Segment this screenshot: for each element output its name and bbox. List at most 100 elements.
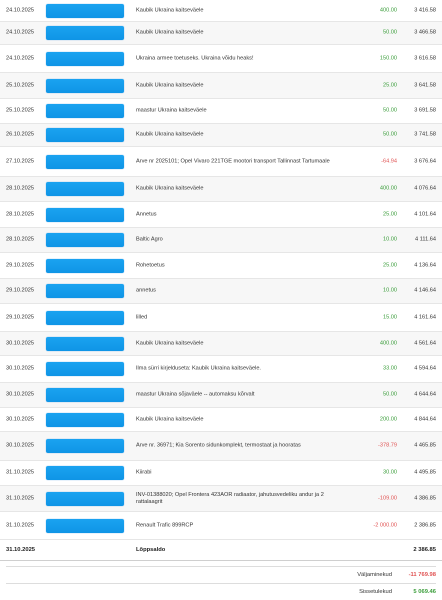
transaction-balance: 3 641.58: [414, 82, 436, 88]
transaction-balance: 4 465.85: [414, 442, 436, 449]
transaction-date: 30.10.2025: [6, 340, 34, 346]
transaction-description: Ukraina armee toetuseks. Ukraina võidu h…: [136, 55, 254, 61]
transaction-balance: 4 644.64: [414, 391, 436, 398]
closing-balance: 2 386.85: [413, 547, 436, 553]
transaction-description: Arve nr 2025101; Opel Vivaro 221TGE moot…: [136, 158, 330, 164]
transaction-description: Kaubik Ukraina kaitseväele: [136, 7, 204, 13]
transaction-row: 31.10.2025 Renault Trafic 899RCP -2 000.00…: [0, 512, 442, 540]
transaction-description: Kaubik Ukraina kaitseväele: [136, 29, 204, 36]
transaction-row: 30.10.2025 Kaubik Ukraina kaitseväele 400.…: [0, 332, 442, 356]
transaction-date: 30.10.2025: [6, 416, 34, 422]
transaction-date: 29.10.2025: [6, 287, 34, 294]
redacted-party-mask: [46, 518, 124, 533]
transaction-balance: 4 844.64: [414, 416, 436, 422]
redacted-party-mask: [46, 26, 124, 40]
transaction-balance: 4 111.64: [415, 236, 436, 243]
transaction-date: 28.10.2025: [6, 211, 34, 217]
totals-divider: [6, 566, 436, 567]
transaction-description: annetus: [136, 287, 156, 294]
transaction-balance: 4 495.85: [414, 469, 436, 476]
transaction-row: 28.10.2025 Annetus 25.00 4 101.64: [0, 202, 442, 228]
transaction-date: 24.10.2025: [6, 7, 34, 13]
transaction-amount: 200.00: [379, 416, 397, 422]
transaction-row: 24.10.2025 Ukraina armee toetuseks. Ukrai…: [0, 45, 442, 73]
transaction-amount: -64.94: [381, 158, 397, 164]
transaction-balance: 3 416.58: [414, 7, 436, 13]
transaction-description: Kaubik Ukraina kaitseväele: [136, 131, 204, 138]
transaction-amount: -378.79: [378, 442, 397, 449]
transaction-balance: 3 676.64: [414, 158, 436, 164]
transaction-row: 30.10.2025 Arve nr. 36971; Kia Sorento si…: [0, 432, 442, 461]
transaction-amount: 25.00: [383, 262, 397, 268]
redacted-party-mask: [46, 104, 124, 118]
transaction-balance: 3 741.58: [414, 131, 436, 138]
redacted-party-mask: [46, 284, 124, 298]
transaction-date: 27.10.2025: [6, 158, 34, 164]
transaction-row: 30.10.2025 Kaubik Ukraina kaitseväele 200.…: [0, 408, 442, 432]
outgoing-value: -11 769.98: [408, 572, 436, 578]
transaction-row: 28.10.2025 Kaubik Ukraina kaitseväele 400.…: [0, 177, 442, 202]
transaction-amount: 15.00: [383, 314, 397, 320]
transaction-balance: 3 691.58: [414, 107, 436, 114]
transaction-amount: 50.00: [383, 391, 397, 398]
transaction-row: 31.10.2025 INV-01388020; Opel Frontera 42…: [0, 486, 442, 512]
transaction-amount: 150.00: [379, 55, 397, 61]
transaction-date: 25.10.2025: [6, 82, 34, 88]
transaction-row: 28.10.2025 Baltic Agro 10.00 4 111.64: [0, 228, 442, 253]
transaction-balance: 3 616.58: [414, 55, 436, 61]
redacted-party-mask: [46, 207, 124, 222]
transaction-balance: 4 386.85: [414, 495, 436, 501]
transaction-balance: 4 146.64: [414, 287, 436, 294]
transaction-description: Kaubik Ukraina kaitseväele: [136, 82, 204, 88]
transaction-date: 31.10.2025: [6, 495, 34, 501]
transaction-row: 30.10.2025 maastur Ukraina sõjaväele -- a…: [0, 383, 442, 408]
transaction-row: 29.10.2025 Rohetoetus 25.00 4 136.64: [0, 253, 442, 279]
transaction-amount: 400.00: [379, 340, 397, 346]
transaction-balance: 4 561.64: [414, 340, 436, 346]
redacted-party-mask: [46, 310, 124, 325]
redacted-party-mask: [46, 491, 124, 506]
redacted-party-mask: [46, 182, 124, 196]
redacted-party-mask: [46, 51, 124, 66]
closing-date: 31.10.2025: [6, 547, 36, 553]
transaction-description: Annetus: [136, 211, 157, 217]
transaction-description: maastur Ukraina sõjaväele -- automaksu k…: [136, 391, 255, 398]
transaction-balance: 3 466.58: [414, 29, 436, 36]
closing-label: Lõppsaldo: [136, 547, 166, 553]
transaction-amount: 50.00: [383, 29, 397, 36]
redacted-party-mask: [46, 128, 124, 142]
redacted-party-mask: [46, 466, 124, 480]
transaction-row: 31.10.2025 Kiirabi 30.00 4 495.85: [0, 461, 442, 486]
transaction-date: 29.10.2025: [6, 262, 34, 268]
transaction-date: 30.10.2025: [6, 365, 34, 372]
transaction-row: 26.10.2025 Kaubik Ukraina kaitseväele 50.0…: [0, 124, 442, 147]
redacted-party-mask: [46, 412, 124, 427]
redacted-party-mask: [46, 233, 124, 247]
transaction-description: Renault Trafic 899RCP: [136, 522, 194, 528]
transaction-row: 24.10.2025 Kaubik Ukraina kaitseväele 400.…: [0, 0, 442, 22]
transaction-row: 29.10.2025 annetus 10.00 4 146.64: [0, 279, 442, 304]
transaction-amount: 50.00: [383, 131, 397, 138]
transaction-amount: 25.00: [383, 211, 397, 217]
transaction-balance: 2 386.85: [414, 522, 436, 528]
transaction-description: Rohetoetus: [136, 262, 165, 268]
transaction-balance: 4 101.64: [414, 211, 436, 217]
transaction-amount: 10.00: [383, 236, 397, 243]
transaction-amount: 400.00: [379, 185, 397, 192]
transaction-description: Kaubik Ukraina kaitseväele: [136, 416, 204, 422]
transaction-description: INV-01388020; Opel Frontera 423AOR radia…: [136, 491, 324, 505]
transaction-balance: 4 594.64: [414, 365, 436, 372]
transaction-date: 30.10.2025: [6, 442, 34, 449]
transaction-description: Kiirabi: [136, 469, 152, 476]
transaction-description: lilled: [136, 314, 148, 320]
redacted-party-mask: [46, 439, 124, 453]
transaction-row: 30.10.2025 Ilma sürri kirjelduseta: Kaubi…: [0, 356, 442, 383]
transaction-date: 24.10.2025: [6, 55, 34, 61]
incoming-total-row: Sissetulekud 5 069.46: [0, 584, 442, 600]
transaction-amount: 25.00: [383, 82, 397, 88]
transaction-date: 24.10.2025: [6, 29, 34, 36]
transaction-amount: 33.00: [383, 365, 397, 372]
transaction-balance: 4 076.64: [414, 185, 436, 192]
outgoing-total-row: Väljaminekud -11 769.98: [0, 567, 442, 583]
